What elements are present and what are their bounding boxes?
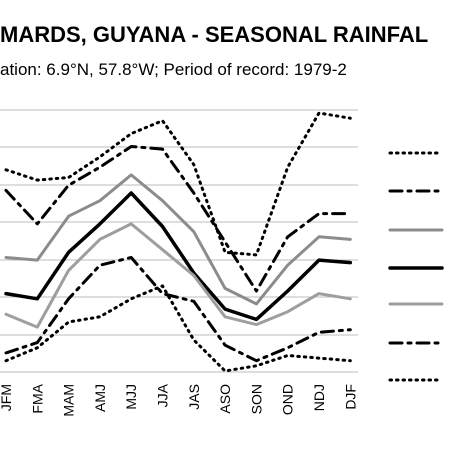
x-tick-label: JAS (186, 384, 202, 410)
x-tick-label: JJA (155, 383, 171, 407)
series-line-2 (4, 145, 352, 293)
series-line-1 (4, 111, 352, 257)
series-line-4 (4, 191, 353, 322)
gridlines (0, 109, 358, 373)
series-line-7 (4, 284, 352, 373)
chart-title: MARDS, GUYANA - SEASONAL RAINFAL (0, 22, 429, 47)
series-line-5 (4, 222, 352, 329)
x-tick-label: SON (248, 384, 264, 414)
series-line-6 (4, 256, 352, 363)
x-tick-label: ASO (217, 384, 233, 414)
legend (388, 151, 444, 382)
series-line-3 (4, 173, 352, 306)
x-axis-labels: JFM FMA MAM AMJ MJJ JJA JAS ASO SON OND NDJ DJF (0, 383, 358, 416)
x-tick-label: MAM (61, 384, 77, 417)
x-tick-label: OND (280, 384, 296, 415)
x-tick-label: FMA (29, 383, 45, 413)
x-tick-label: DJF (342, 384, 358, 410)
x-tick-label: NDJ (311, 384, 327, 411)
series-lines (4, 111, 353, 373)
x-tick-label: JFM (0, 384, 14, 411)
x-tick-label: MJJ (123, 384, 139, 410)
x-tick-label: AMJ (92, 384, 108, 412)
chart-subtitle: ation: 6.9°N, 57.8°W; Period of record: … (0, 60, 347, 79)
